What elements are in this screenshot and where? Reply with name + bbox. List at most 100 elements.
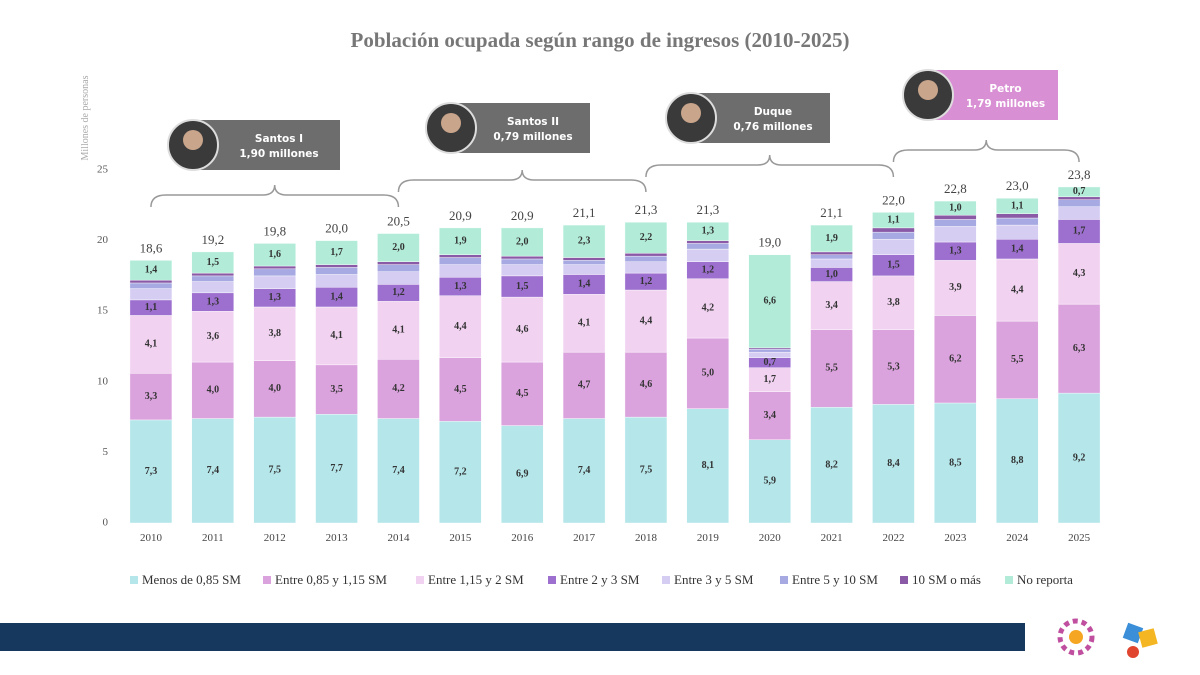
bracket	[397, 169, 647, 193]
data-label: 1,6	[268, 249, 281, 260]
bar-segment	[624, 261, 668, 274]
data-label: 3,8	[887, 297, 900, 308]
annotation-text: 1,79 millones	[966, 98, 1045, 110]
legend-label: Entre 0,85 y 1,15 SM	[275, 572, 387, 587]
data-label: 0,7	[763, 357, 776, 368]
portrait-face	[183, 130, 203, 150]
legend-swatch	[662, 576, 670, 584]
bracket	[645, 154, 895, 178]
bar-segment	[500, 264, 544, 277]
x-tick-label: 2014	[387, 532, 410, 544]
data-label: 8,4	[887, 458, 900, 469]
bar-segment	[934, 200, 977, 216]
data-label: 1,2	[702, 265, 715, 276]
bar-segment	[748, 391, 791, 440]
bar-segment	[995, 320, 1039, 399]
data-label: 2,0	[516, 236, 529, 247]
bar-segment	[810, 251, 853, 255]
total-label: 20,9	[449, 208, 472, 223]
bar-segment	[748, 351, 791, 358]
total-label: 22,0	[882, 192, 905, 207]
total-label: 20,0	[325, 221, 348, 236]
bar-segment	[439, 421, 482, 524]
bar-segment	[500, 361, 544, 426]
bar-segment	[191, 418, 235, 524]
bar-segment	[748, 347, 791, 350]
data-label: 4,4	[1011, 284, 1024, 295]
data-label: 2,2	[640, 232, 653, 243]
chart-title: Población ocupada según rango de ingreso…	[351, 28, 850, 52]
data-label: 0,7	[1073, 186, 1086, 197]
total-label: 22,8	[944, 181, 967, 196]
bar-segment	[1057, 206, 1101, 220]
bar-segment	[810, 281, 853, 330]
data-label: 1,9	[454, 236, 467, 247]
bar-segment	[191, 272, 235, 277]
bar-segment	[377, 233, 420, 262]
data-label: 1,3	[949, 245, 962, 256]
legend-swatch	[548, 576, 556, 584]
x-tick-label: 2019	[697, 532, 720, 544]
data-label: 1,2	[640, 276, 653, 287]
x-tick-label: 2017	[573, 532, 596, 544]
legend-label: No reporta	[1017, 572, 1073, 587]
annotation-text: 0,76 millones	[733, 121, 812, 133]
data-label: 2,3	[578, 236, 591, 247]
total-label: 19,0	[758, 235, 781, 250]
bar-segment	[315, 264, 358, 268]
bar-segment	[315, 274, 358, 288]
annotation-text: 0,79 millones	[493, 131, 572, 143]
data-label: 5,0	[702, 368, 715, 379]
data-label: 4,1	[578, 317, 591, 328]
bar-segment	[500, 255, 544, 260]
legend-swatch	[130, 576, 138, 584]
bar-segment	[562, 257, 606, 261]
y-tick-label: 25	[97, 164, 109, 176]
x-tick-label: 2025	[1068, 532, 1091, 544]
data-label: 4,6	[640, 379, 653, 390]
x-tick-label: 2011	[202, 532, 224, 544]
bar-segment	[253, 265, 296, 270]
bar-segment	[439, 254, 482, 258]
legend-label: Entre 2 y 3 SM	[560, 572, 640, 587]
data-label: 2,0	[392, 242, 405, 253]
data-label: 7,5	[268, 464, 281, 475]
data-label: 5,9	[763, 476, 776, 487]
bar-segment	[129, 279, 173, 284]
bar-segment	[315, 414, 358, 524]
x-tick-label: 2013	[326, 532, 349, 544]
data-label: 1,5	[887, 260, 900, 271]
x-tick-label: 2018	[635, 532, 658, 544]
total-label: 21,3	[635, 202, 658, 217]
legend-label: 10 SM o más	[912, 572, 981, 587]
bar-segment	[500, 227, 544, 257]
data-label: 1,3	[702, 226, 715, 237]
data-label: 3,8	[268, 328, 281, 339]
data-label: 1,9	[825, 233, 838, 244]
data-label: 7,4	[207, 465, 220, 476]
bar-segment	[872, 275, 915, 330]
bar-segment	[129, 288, 173, 301]
data-label: 1,4	[578, 279, 591, 290]
bracket	[150, 184, 400, 208]
x-tick-label: 2023	[944, 532, 967, 544]
total-label: 19,2	[201, 232, 224, 247]
bar-segment	[129, 419, 173, 524]
bar-segment	[934, 226, 977, 243]
bar-segment	[439, 264, 482, 278]
data-label: 3,3	[145, 391, 158, 402]
bar-segment	[377, 271, 420, 285]
bar-segment	[1057, 219, 1101, 244]
data-label: 6,9	[516, 469, 529, 480]
bar-segment	[500, 425, 544, 524]
bar-segment	[1057, 303, 1101, 394]
logo	[1057, 618, 1158, 658]
data-label: 1,4	[145, 265, 158, 276]
data-label: 1,7	[330, 247, 343, 258]
footer-bar	[0, 623, 1025, 651]
portrait-face	[441, 113, 461, 133]
bar-segment	[748, 349, 791, 353]
bar-segment	[439, 357, 482, 422]
bar-segment	[191, 251, 235, 274]
